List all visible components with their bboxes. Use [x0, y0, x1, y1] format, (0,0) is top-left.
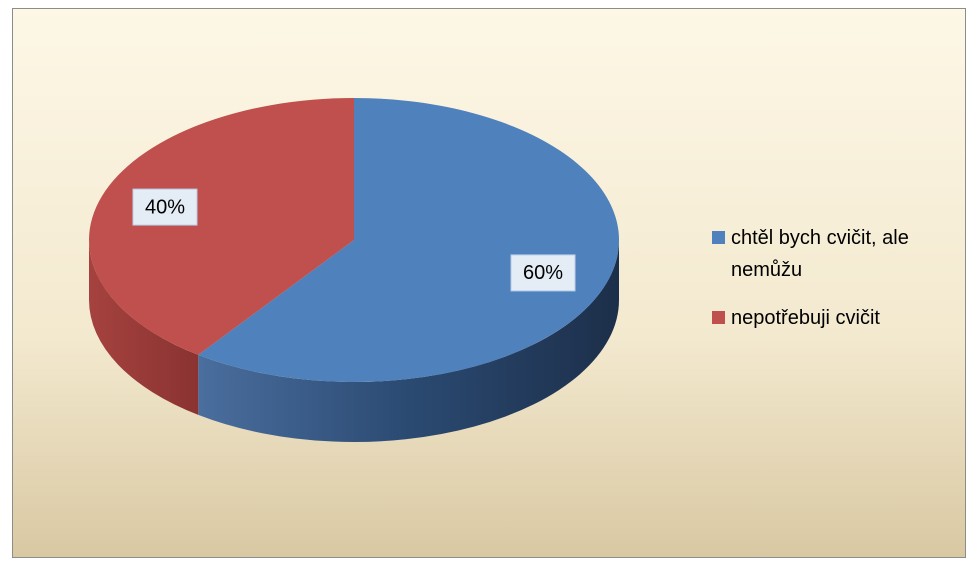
slice	[89, 98, 355, 355]
data-label-box	[510, 254, 576, 292]
legend-label: chtěl bych cvičit, ale nemůžu	[731, 227, 909, 281]
slice	[198, 98, 620, 382]
legend-label: nepotřebuji cvičit	[731, 307, 880, 329]
slice-side	[198, 240, 619, 442]
slice-side	[89, 240, 199, 415]
legend-swatch	[712, 231, 725, 244]
legend-item: chtěl bych cvičit, ale nemůžu	[712, 222, 966, 286]
data-label-text: 40%	[145, 196, 185, 218]
legend-swatch	[712, 311, 725, 324]
data-label: 60%	[510, 254, 576, 292]
legend-item: nepotřebuji cvičit	[712, 302, 966, 334]
data-label-text: 60%	[523, 262, 563, 284]
data-label: 40%	[132, 188, 198, 226]
data-label-box	[132, 188, 198, 226]
